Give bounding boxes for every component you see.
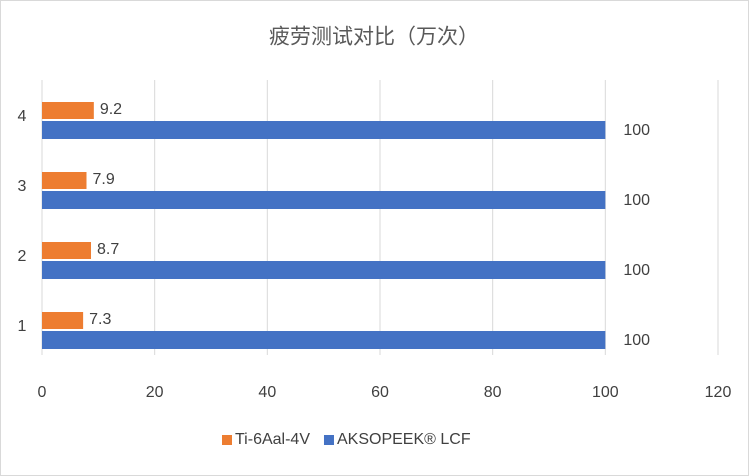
x-tick-label: 60: [371, 384, 389, 401]
x-tick-label: 0: [38, 384, 47, 401]
bar: [42, 121, 606, 139]
bar: [42, 312, 84, 329]
x-tick-label: 100: [592, 384, 619, 401]
bar: [42, 242, 92, 259]
x-tick-label: 120: [705, 384, 732, 401]
bar: [42, 331, 606, 349]
bar: [42, 191, 606, 209]
bar: [42, 102, 94, 119]
legend-swatch: [222, 435, 232, 445]
y-tick-label: 3: [18, 178, 27, 195]
x-tick-label: 40: [258, 384, 276, 401]
chart-title: 疲劳测试对比（万次）: [269, 26, 479, 49]
data-label: 100: [623, 262, 650, 279]
data-label: 100: [623, 192, 650, 209]
y-tick-label: 4: [18, 108, 27, 125]
legend-label: AKSOPEEK® LCF: [337, 431, 471, 448]
y-tick-label: 1: [18, 318, 27, 335]
y-tick-label: 2: [18, 248, 27, 265]
data-label: 100: [623, 332, 650, 349]
data-label: 7.3: [89, 311, 111, 328]
x-tick-label: 80: [484, 384, 502, 401]
x-tick-label: 20: [146, 384, 164, 401]
data-label: 9.2: [100, 101, 122, 118]
bar: [42, 261, 606, 279]
bar: [42, 172, 87, 189]
data-label: 8.7: [97, 241, 119, 258]
data-label: 100: [623, 122, 650, 139]
legend-label: Ti-6Aal-4V: [235, 431, 310, 448]
legend-swatch: [323, 435, 334, 445]
data-label: 7.9: [93, 171, 115, 188]
